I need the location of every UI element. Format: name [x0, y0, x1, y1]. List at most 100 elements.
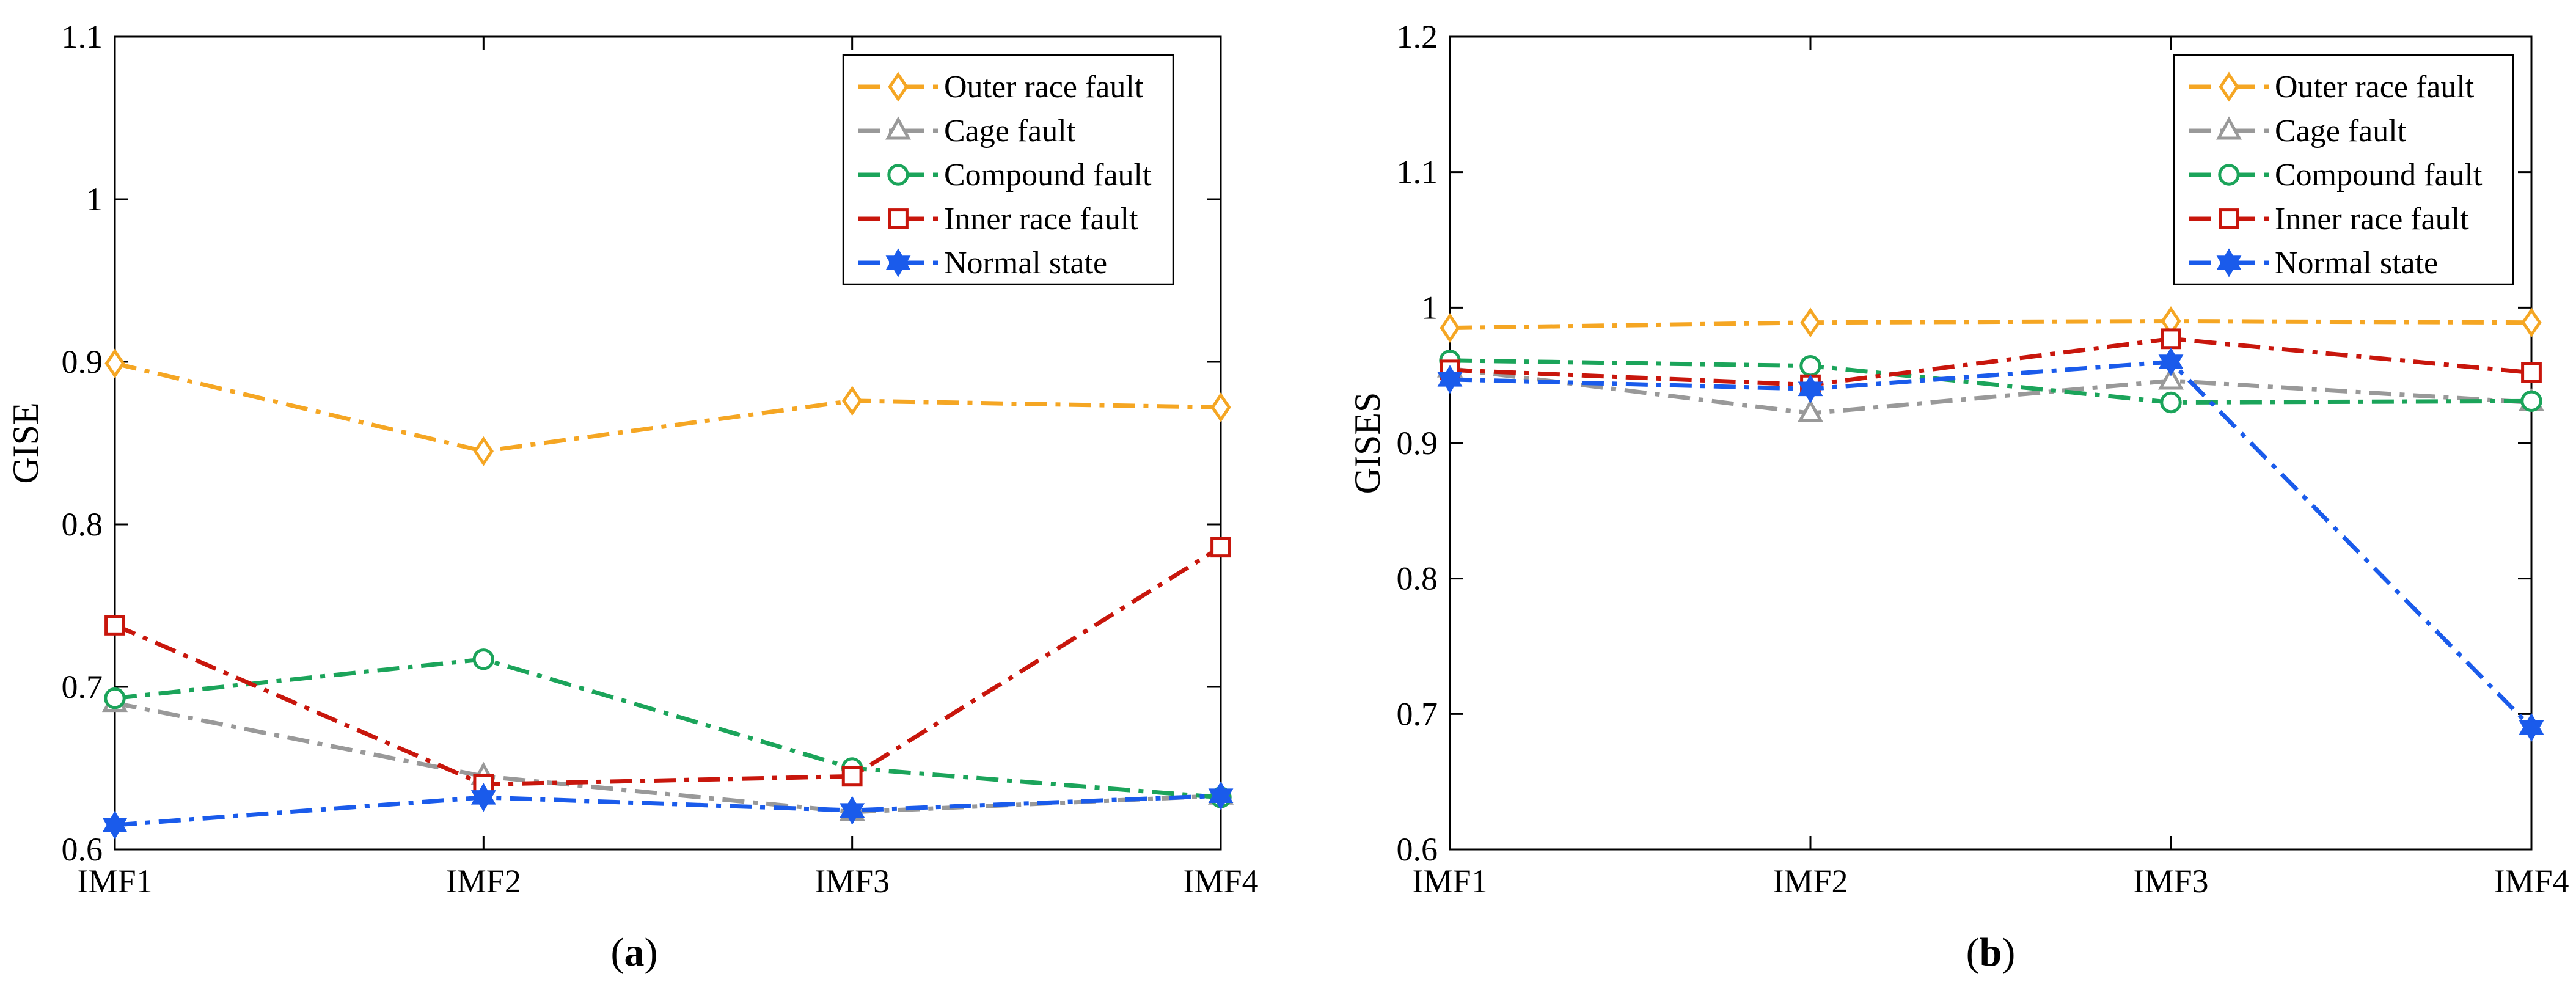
- legend-marker-outer-race-fault-a: [888, 72, 909, 102]
- y-tick-label-b: 1.2: [1397, 18, 1438, 55]
- legend-marker-outer-race-fault-b: [2219, 72, 2239, 102]
- series-layer-b: [1436, 306, 2545, 743]
- point-normal-state-b-part: [1437, 372, 1463, 394]
- y-axis-label-b: GISES: [1347, 392, 1388, 494]
- point-outer-race-fault-a: [104, 348, 125, 379]
- point-inner-race-fault-a: [104, 615, 125, 636]
- legend-label-normal-state-a: Normal state: [944, 246, 1107, 280]
- point-normal-state-b: [2158, 347, 2184, 376]
- y-tick-label-a: 0.6: [62, 831, 103, 868]
- point-cage-fault-b: [1797, 398, 1824, 422]
- x-tick-label-b: IMF2: [1773, 863, 1848, 900]
- point-outer-race-fault-b: [1800, 307, 1821, 338]
- y-tick-label-a: 0.9: [62, 343, 103, 380]
- legend-marker-normal-state-b-part: [2216, 255, 2242, 277]
- point-normal-state-a: [102, 810, 128, 840]
- point-compound-fault-b: [2160, 391, 2182, 414]
- x-tick-label-b: IMF4: [2494, 863, 2569, 900]
- series-line-inner-race-fault-a: [114, 545, 1222, 787]
- series-line-compound-fault-b: [1449, 358, 2532, 405]
- point-inner-race-fault-a: [1210, 537, 1231, 558]
- y-tick-label-b: 0.6: [1397, 831, 1438, 868]
- point-normal-state-b: [1798, 374, 1823, 403]
- point-inner-race-fault-a: [841, 766, 863, 787]
- point-normal-state-a-part: [1208, 788, 1234, 810]
- series-line-normal-state-b: [1449, 359, 2533, 729]
- legend-label-outer-race-fault-b: Outer race fault: [2275, 70, 2475, 105]
- point-normal-state-a-part: [102, 818, 128, 840]
- legend-label-compound-fault-a: Compound fault: [944, 158, 1152, 193]
- chart-panel-a: GISE 0.6 0.7 0.8 0.9 1 1.1 IMF1 IMF2 IMF3 IMF4 O…: [5, 18, 1259, 975]
- legend-items-a: Outer race fault Cage fault Compound fault…: [858, 70, 1152, 280]
- legend-label-normal-state-b: Normal state: [2275, 246, 2438, 280]
- point-compound-fault-b: [2520, 390, 2542, 412]
- legend-items-b: Outer race fault Cage fault Compound fault…: [2189, 70, 2483, 280]
- plot-area-a: [114, 35, 1222, 851]
- point-normal-state-a: [470, 783, 496, 812]
- y-ticks-b: 0.6 0.7 0.8 0.9 1 1.1 1.2: [1397, 18, 2531, 868]
- x-tick-label-b: IMF3: [2133, 863, 2208, 900]
- legend-label-compound-fault-b: Compound fault: [2275, 158, 2483, 193]
- point-compound-fault-a: [472, 648, 495, 670]
- point-outer-race-fault-b: [1440, 313, 1460, 343]
- y-tick-label-b: 1: [1421, 289, 1438, 326]
- point-outer-race-fault-a: [842, 386, 863, 416]
- legend-label-cage-fault-b: Cage fault: [2275, 114, 2407, 148]
- point-normal-state-b-part: [2158, 354, 2184, 376]
- point-normal-state-a: [840, 796, 865, 825]
- y-tick-label-a: 0.8: [62, 506, 103, 543]
- series-layer-a: [101, 348, 1234, 840]
- x-tick-label-a: IMF1: [77, 863, 152, 900]
- legend-label-inner-race-fault-b: Inner race fault: [2275, 202, 2469, 237]
- series-line-compound-fault-a: [114, 657, 1221, 800]
- y-axis-label-a: GISE: [5, 402, 46, 483]
- legend-marker-cage-fault-b: [2216, 116, 2242, 140]
- point-normal-state-b: [2519, 713, 2544, 743]
- point-normal-state-a-part: [470, 790, 496, 812]
- point-normal-state-a-part: [840, 803, 865, 825]
- legend-marker-normal-state-b: [2216, 248, 2242, 277]
- point-normal-state-b: [1437, 365, 1463, 394]
- legend-marker-normal-state-a: [885, 248, 911, 277]
- legend-label-inner-race-fault-a: Inner race fault: [944, 202, 1138, 237]
- point-outer-race-fault-a: [473, 436, 494, 466]
- legend-label-cage-fault-a: Cage fault: [944, 114, 1076, 148]
- series-line-outer-race-fault-b: [1449, 318, 2532, 331]
- series-line-cage-fault-b: [1449, 366, 2532, 416]
- series-line-cage-fault-a: [114, 701, 1221, 815]
- y-tick-label-b: 0.8: [1397, 560, 1438, 597]
- legend-marker-compound-fault-b: [2218, 164, 2240, 186]
- point-normal-state-a: [1208, 781, 1234, 810]
- x-ticks-a: IMF1 IMF2 IMF3 IMF4: [77, 37, 1259, 900]
- point-normal-state-b-part: [2519, 720, 2544, 743]
- point-inner-race-fault-b: [2521, 362, 2542, 383]
- point-compound-fault-a: [104, 687, 126, 710]
- legend-label-outer-race-fault-a: Outer race fault: [944, 70, 1144, 105]
- point-cage-fault-b: [2157, 366, 2184, 390]
- series-line-inner-race-fault-b: [1449, 336, 2532, 387]
- point-inner-race-fault-b: [2161, 328, 2181, 350]
- panel-label-b: (b): [1966, 930, 2016, 975]
- legend-marker-compound-fault-a: [887, 164, 909, 186]
- series-line-outer-race-fault-a: [114, 361, 1221, 453]
- series-line-normal-state-a: [114, 793, 1221, 827]
- point-outer-race-fault-b: [2521, 307, 2542, 338]
- point-outer-race-fault-a: [1210, 392, 1231, 422]
- y-tick-label-a: 0.7: [62, 669, 103, 705]
- legend-marker-inner-race-fault-b: [2219, 208, 2239, 229]
- y-tick-label-a: 1: [86, 181, 103, 218]
- panel-label-a: (a): [611, 930, 658, 975]
- y-tick-label-a: 1.1: [62, 18, 103, 55]
- y-tick-label-b: 0.7: [1397, 695, 1438, 732]
- point-compound-fault-b: [1799, 354, 1821, 377]
- x-tick-label-b: IMF1: [1412, 863, 1487, 900]
- x-ticks-b: IMF1 IMF2 IMF3 IMF4: [1412, 37, 2569, 900]
- legend-a: Outer race fault Cage fault Compound fault…: [842, 54, 1174, 285]
- y-tick-label-b: 1.1: [1397, 154, 1438, 191]
- legend-b: Outer race fault Cage fault Compound fault…: [2173, 54, 2514, 285]
- x-tick-label-a: IMF2: [446, 863, 521, 900]
- legend-marker-inner-race-fault-a: [888, 208, 909, 229]
- legend-marker-cage-fault-a: [885, 116, 912, 140]
